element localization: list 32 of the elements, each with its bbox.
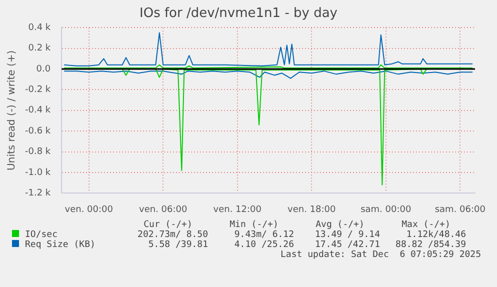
y-tick-label: 0.4 k xyxy=(28,22,52,33)
y-tick-label: -1.2 k xyxy=(24,188,52,199)
x-tick-label: ven. 18:00 xyxy=(288,204,336,215)
chart-title: IOs for /dev/nvme1n1 - by day xyxy=(139,6,338,22)
y-tick-label: -0.4 k xyxy=(24,106,52,116)
text: Cur (-/+) xyxy=(142,220,194,230)
y-axis-title: Units read (-) / write (+) xyxy=(6,50,18,170)
text: 17.45 /42.71 xyxy=(314,240,380,250)
legend-label: Req Size (KB) xyxy=(24,240,96,250)
text: Last update: Sat Dec 6 07:05:29 2025 xyxy=(280,250,482,260)
x-tick-label: ven. 12:00 xyxy=(213,204,262,215)
text: Min (-/+) xyxy=(228,220,280,230)
y-tick-label: -1.0 k xyxy=(24,168,52,178)
text: Max (-/+) xyxy=(400,220,452,230)
text: 4.10 /25.26 xyxy=(233,240,294,250)
x-tick-label: sam. 06:00 xyxy=(434,204,486,215)
text: Avg (-/+) xyxy=(314,220,366,230)
text: 5.58 /39.81 xyxy=(147,240,208,250)
y-tick-label: -0.2 k xyxy=(24,85,52,96)
x-tick-label: sam. 00:00 xyxy=(360,204,412,215)
text: 9.43m/ 6.12 xyxy=(233,230,294,240)
text: 202.73m/ 8.50 xyxy=(136,230,208,240)
text: 88.82 /854.39 xyxy=(394,240,466,250)
y-tick-label: -0.8 k xyxy=(24,147,52,158)
text: 13.49 / 9.14 xyxy=(314,230,380,240)
legend-label: IO/sec xyxy=(24,230,59,240)
text: 1.12k/48.46 xyxy=(405,230,466,240)
x-tick-label: ven. 00:00 xyxy=(64,204,114,215)
x-tick-label: ven. 06:00 xyxy=(139,204,188,215)
y-tick-label: 0.2 k xyxy=(28,44,52,54)
y-tick-label: 0.0 xyxy=(36,64,51,74)
y-tick-label: -0.6 k xyxy=(24,126,52,136)
